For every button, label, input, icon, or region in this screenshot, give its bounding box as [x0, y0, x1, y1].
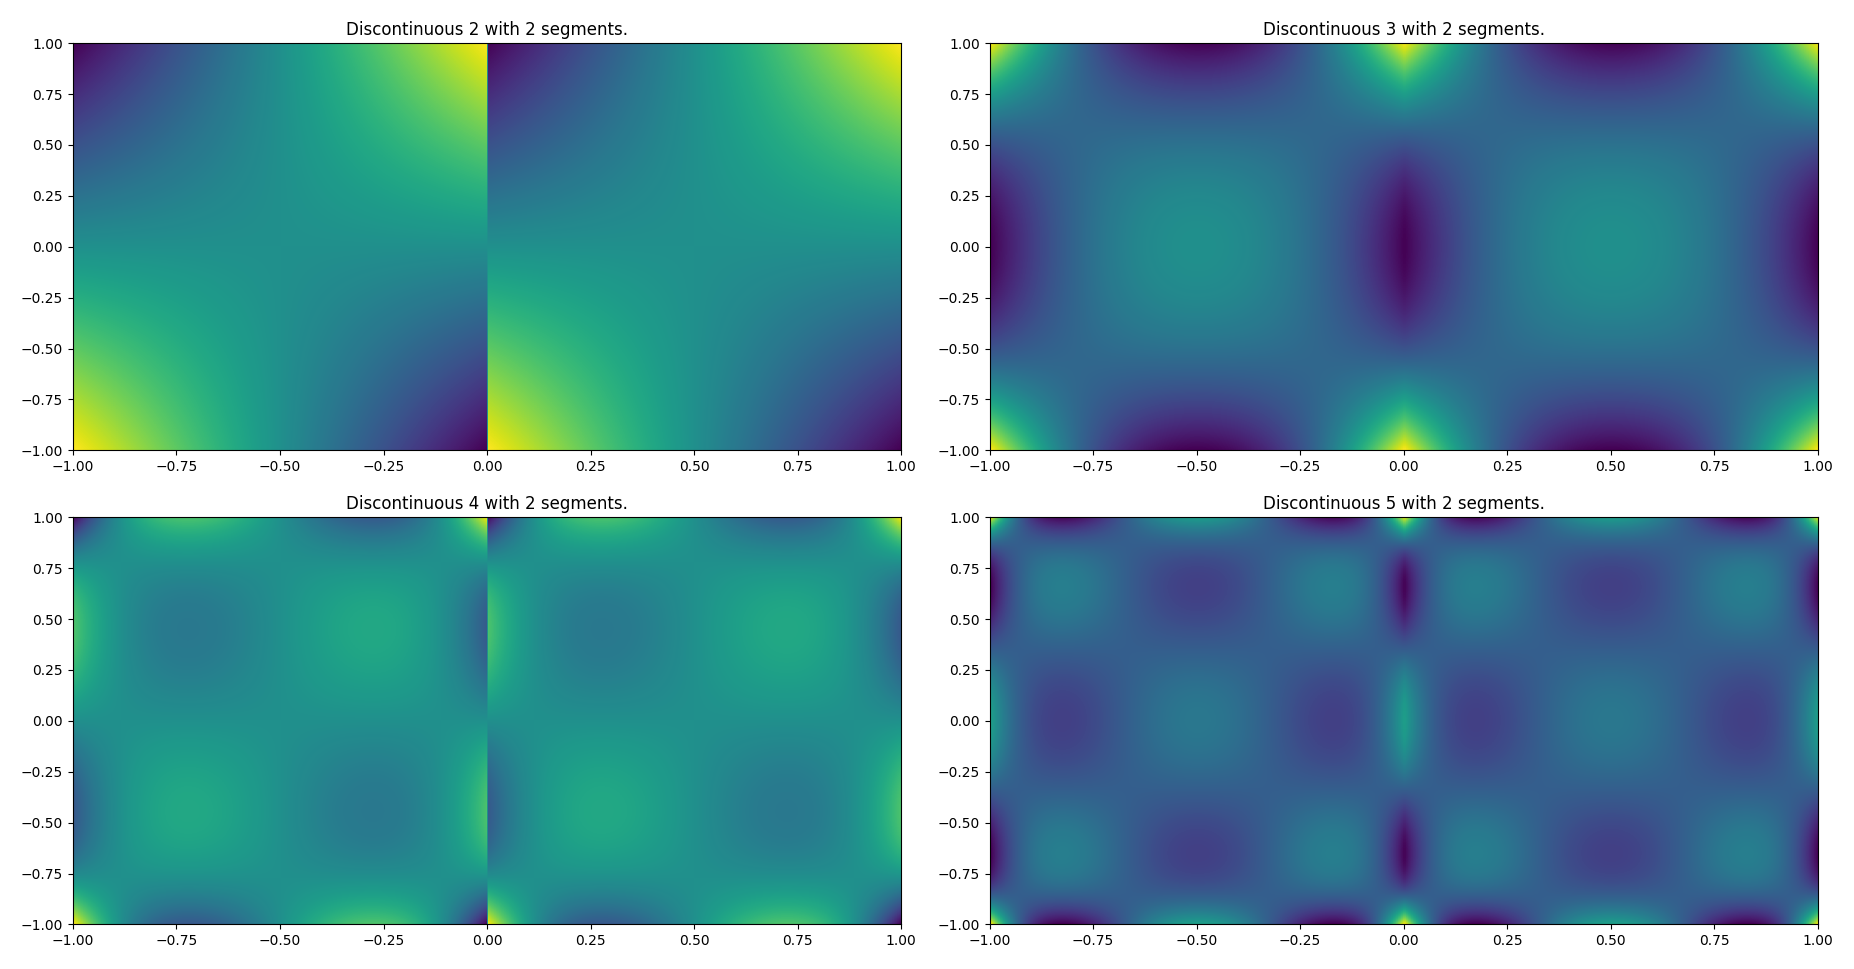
Title: Discontinuous 4 with 2 segments.: Discontinuous 4 with 2 segments. [347, 495, 629, 513]
Title: Discontinuous 2 with 2 segments.: Discontinuous 2 with 2 segments. [347, 20, 629, 39]
Title: Discontinuous 5 with 2 segments.: Discontinuous 5 with 2 segments. [1263, 495, 1544, 513]
Title: Discontinuous 3 with 2 segments.: Discontinuous 3 with 2 segments. [1263, 20, 1544, 39]
